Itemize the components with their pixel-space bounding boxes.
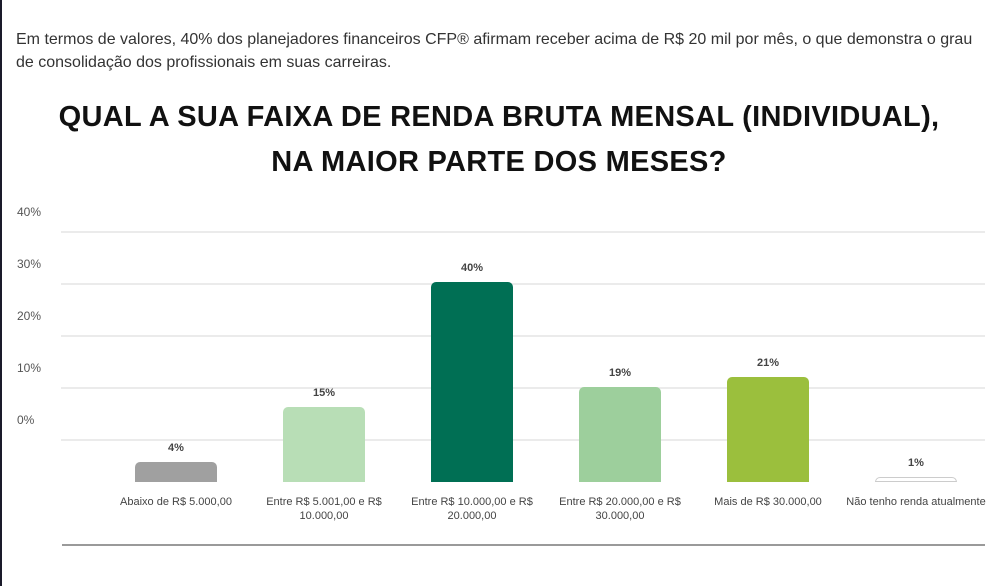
gridline xyxy=(61,439,985,441)
chart-title: QUAL A SUA FAIXA DE RENDA BRUTA MENSAL (… xyxy=(0,95,998,185)
category-label: Entre R$ 10.000,00 e R$ 20.000,00 xyxy=(411,496,533,522)
bar xyxy=(283,407,365,482)
y-tick-label: 20% xyxy=(17,309,42,323)
y-tick-label: 30% xyxy=(17,257,42,271)
bar-value-label: 4% xyxy=(168,442,184,454)
x-axis-line xyxy=(62,544,985,546)
bar-value-label: 15% xyxy=(312,387,336,399)
y-tick-label: 40% xyxy=(17,205,42,219)
category-label: Não tenho renda atualmente xyxy=(846,496,986,508)
bar xyxy=(579,387,661,482)
intro-text: Em termos de valores, 40% dos planejador… xyxy=(16,31,973,71)
bar xyxy=(875,477,957,482)
y-tick-label: 10% xyxy=(17,361,42,375)
bar-value-label: 21% xyxy=(756,357,780,369)
bar xyxy=(135,462,217,482)
bar-value-label: 19% xyxy=(608,367,632,379)
gridline xyxy=(61,231,985,233)
chart-title-line: NA MAIOR PARTE DOS MESES? xyxy=(271,146,727,178)
y-tick-label: 0% xyxy=(17,413,35,427)
bar-value-label: 40% xyxy=(460,262,484,274)
category-label: Entre R$ 20.000,00 e R$ 30.000,00 xyxy=(559,496,681,522)
category-label: Mais de R$ 30.000,00 xyxy=(714,496,822,508)
gridline xyxy=(61,335,985,337)
chart-title-line: QUAL A SUA FAIXA DE RENDA BRUTA MENSAL (… xyxy=(58,101,940,133)
left-edge-border xyxy=(0,0,2,586)
category-label: Entre R$ 5.001,00 e R$ 10.000,00 xyxy=(266,496,382,522)
bar-value-label: 1% xyxy=(908,457,924,469)
bar xyxy=(727,377,809,482)
gridline xyxy=(61,387,985,389)
category-label: Abaixo de R$ 5.000,00 xyxy=(120,496,232,508)
bar xyxy=(431,282,513,482)
gridline xyxy=(61,283,985,285)
